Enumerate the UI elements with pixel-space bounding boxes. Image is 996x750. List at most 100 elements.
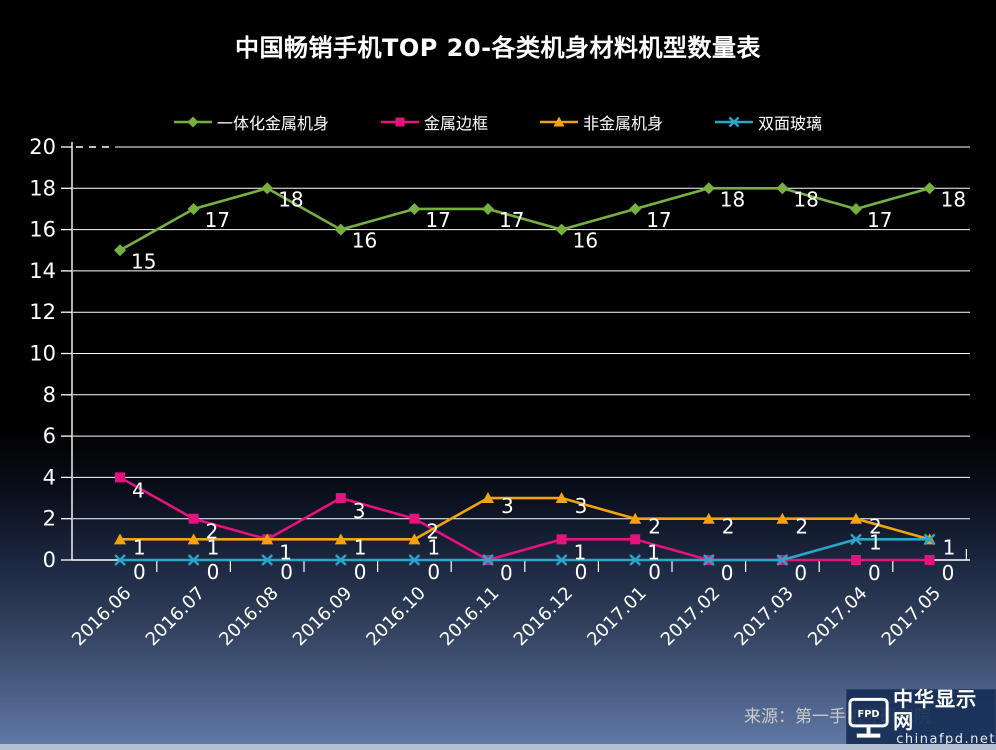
data-label: 3 [353,499,366,523]
data-label: 17 [205,208,230,232]
triangle-marker [187,533,200,545]
square-marker [630,534,641,545]
data-label: 2 [869,515,882,539]
legend-label: 非金属机身 [583,114,664,133]
square-marker [409,513,420,524]
x-tick-label: 2016.10 [362,583,429,650]
triangle-marker [629,512,642,524]
y-tick-label: 20 [29,135,56,159]
data-label: 1 [207,535,220,559]
x-tick-label: 2016.08 [215,583,282,650]
y-tick-label: 10 [29,342,56,366]
y-tick-label: 4 [43,465,56,489]
legend-label: 金属边框 [423,114,488,133]
legend-item-0: 一体化金属机身 [173,110,329,134]
data-label: 18 [278,187,303,211]
x-tick-label: 2017.01 [583,583,650,650]
legend-item-2: 非金属机身 [540,110,663,134]
data-label: 3 [575,494,588,518]
triangle-marker [702,512,715,524]
legend-label: 一体化金属机身 [216,114,329,133]
square-marker [556,534,567,545]
y-axis: 0 2 4 6 8 10 12 14 16 18 20 [29,135,73,572]
diamond-marker [850,202,862,215]
data-label: 18 [941,187,966,211]
square-marker [395,117,405,127]
x-marker [728,116,740,128]
data-label: 0 [794,561,807,585]
monitor-icon-label: FPD [858,709,880,720]
diamond-marker [555,223,568,236]
legend-item-1: 金属边框 [380,110,488,134]
data-label: 1 [427,535,440,559]
watermark-badge: FPD 中华显示网 chinafpd.net [846,688,996,747]
x-marker [555,554,568,566]
y-tick-label: 16 [29,218,56,242]
x-marker [776,554,789,566]
x-tick-label: 2016.12 [510,583,577,650]
series-3-line [120,538,930,562]
data-label: 17 [425,208,450,232]
data-label: 1 [647,540,660,564]
y-tick-label: 2 [43,507,56,531]
triangle-marker [114,533,126,545]
data-label: 0 [648,560,661,584]
x-marker [408,554,421,566]
data-label: 1 [354,535,367,559]
diamond-marker [702,182,715,195]
series-0-line [119,187,930,252]
data-label: 15 [131,249,156,273]
triangle-marker [776,512,789,524]
data-label: 16 [573,229,598,253]
square-marker [335,493,346,504]
legend-marker-square-icon [380,117,419,127]
diamond-marker [187,202,200,215]
data-label: 0 [942,561,955,585]
legend-marker-triangle-icon [540,116,578,127]
diamond-marker [923,182,936,195]
x-marker [923,533,936,546]
series-1-line [119,476,930,562]
x-tick-label: 2017.05 [878,583,945,650]
legend-item-3: 双面玻璃 [715,110,822,134]
y-tick-label: 6 [43,424,56,448]
series-0-markers [114,182,936,257]
monitor-icon: FPD [848,697,889,738]
data-label: 0 [427,560,440,584]
diamond-marker [408,202,421,215]
legend-label: 双面玻璃 [758,114,823,133]
data-label: 1 [574,540,587,564]
y-tick-label: 18 [29,176,56,200]
series-polyline [120,496,930,541]
square-marker [851,555,861,565]
data-label: 17 [646,208,671,232]
data-label: 1 [279,540,292,564]
triangle-marker [261,533,274,545]
triangle-marker [553,116,565,127]
watermark-site-url: chinafpd.net [896,732,996,747]
x-tick-label: 2017.04 [804,583,871,650]
x-marker [187,554,200,566]
chart-legend: 一体化金属机身 金属边框 非金属机身 双面玻璃 [0,110,996,134]
y-tick-label: 8 [43,383,56,407]
bottom-strip [0,744,996,750]
data-label: 1 [869,530,882,554]
data-label: 1 [943,535,956,559]
data-label: 17 [499,208,524,232]
data-label: 0 [868,561,881,585]
x-tick-label: 2016.09 [289,583,356,650]
diamond-marker [114,244,126,257]
y-tick-label: 14 [29,259,56,283]
square-marker [924,555,935,565]
data-label: 0 [354,560,367,584]
y-tick-label: 0 [43,548,56,572]
series-2-line [120,496,930,541]
data-label: 1 [133,535,146,559]
data-label: 0 [721,561,734,585]
triangle-marker [408,533,421,545]
diamond-marker [776,182,789,195]
data-label: 0 [280,560,293,584]
legend-marker-diamond-icon [173,116,212,128]
chart-title: 中国畅销手机TOP 20-各类机身材料机型数量表 [234,34,762,62]
